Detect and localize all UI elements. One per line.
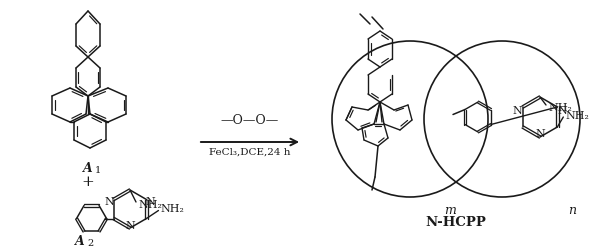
Text: 1: 1: [95, 165, 101, 174]
Text: N-HCPP: N-HCPP: [426, 215, 486, 228]
Text: NH₂: NH₂: [161, 204, 185, 214]
Text: n: n: [568, 203, 576, 216]
Text: N: N: [104, 197, 114, 207]
Text: N: N: [125, 220, 135, 230]
Text: —O—O—: —O—O—: [221, 114, 279, 127]
Text: NH₂: NH₂: [548, 103, 572, 113]
Text: NH₂: NH₂: [565, 111, 589, 120]
Text: N: N: [145, 197, 155, 207]
Text: +: +: [82, 174, 94, 188]
Text: 2: 2: [87, 238, 93, 247]
Text: NH₂: NH₂: [138, 199, 162, 209]
Text: A: A: [83, 161, 93, 174]
Text: m: m: [444, 203, 456, 216]
Text: A: A: [75, 234, 85, 247]
Text: FeCl₃,DCE,24 h: FeCl₃,DCE,24 h: [209, 147, 291, 156]
Text: N: N: [557, 106, 567, 115]
Text: N: N: [513, 106, 522, 115]
Text: N: N: [535, 129, 545, 138]
